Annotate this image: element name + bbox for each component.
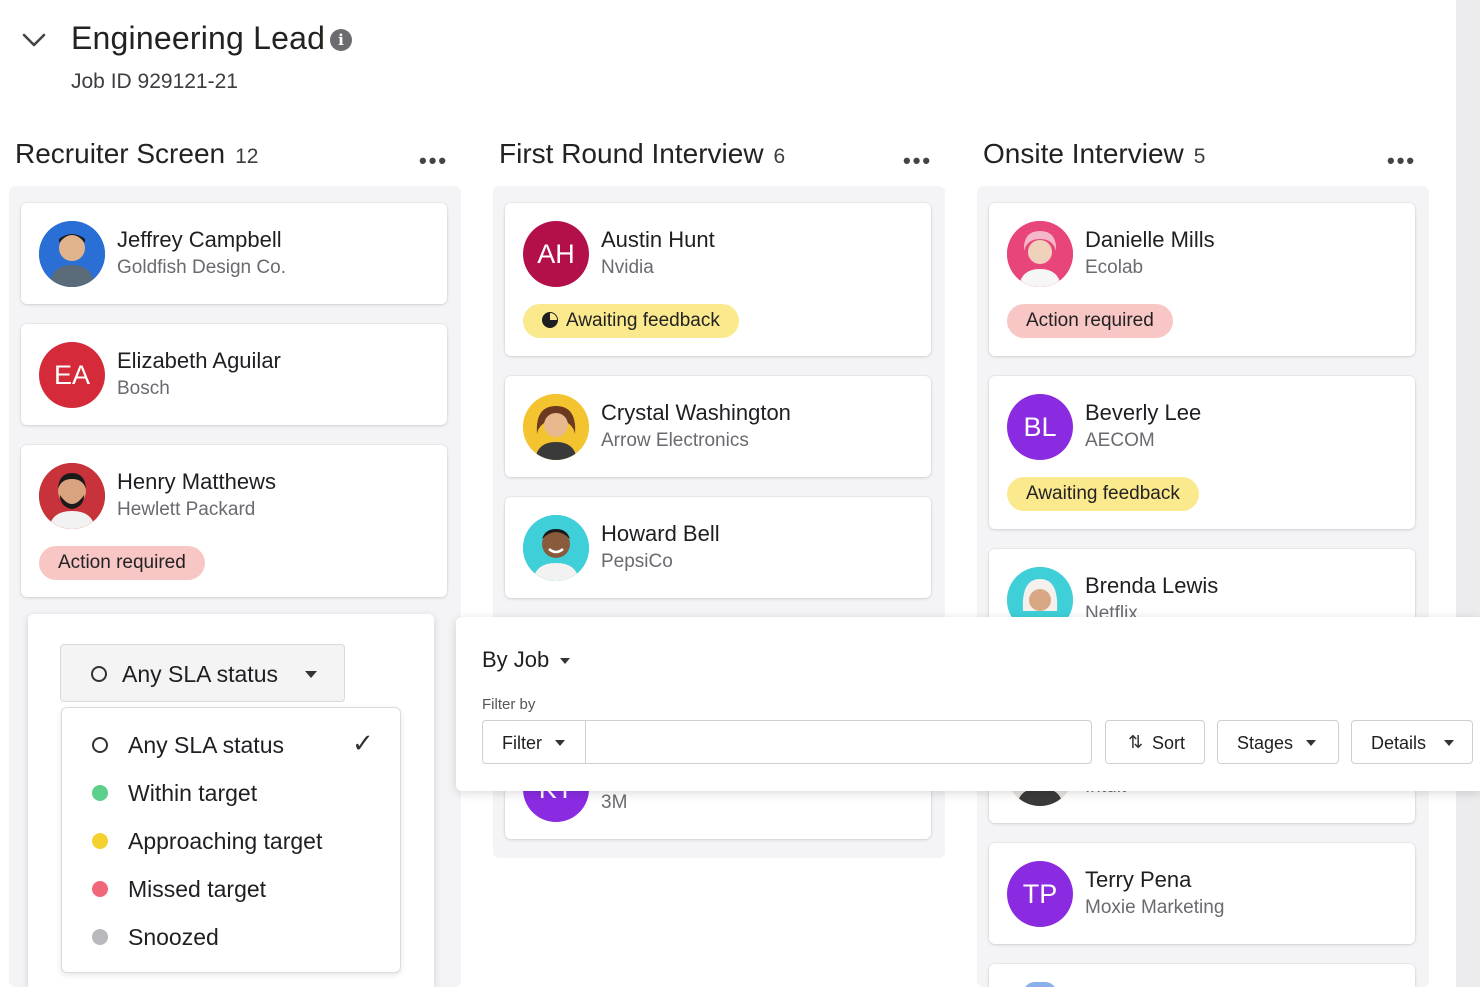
candidate-name: Brenda Lewis: [1085, 573, 1219, 598]
job-id: Job ID 929121-21: [71, 70, 238, 93]
person-photo-icon: [39, 221, 105, 287]
column-title: First Round Interview: [499, 138, 764, 169]
job-title: Engineering Lead: [71, 20, 326, 56]
sla-option-any[interactable]: Any SLA status ✓: [62, 724, 400, 764]
candidate-company: Nvidia: [601, 257, 654, 278]
caret-down-icon: [560, 658, 570, 664]
candidate-company: Hewlett Packard: [117, 499, 256, 520]
sla-status-dropdown[interactable]: Any SLA status: [60, 644, 345, 702]
sla-option-approaching-target[interactable]: Approaching target: [62, 820, 400, 860]
candidate-company: AECOM: [1085, 430, 1155, 451]
yellow-dot-icon: [92, 833, 108, 849]
person-photo-icon: [523, 394, 589, 460]
gray-dot-icon: [92, 929, 108, 945]
filter-toolbar: By Job Filter by Filter ⇅ Sort Stages De…: [456, 617, 1480, 791]
candidate-name: Crystal Washington: [601, 400, 791, 425]
caret-down-icon: [1444, 740, 1454, 746]
candidate-card[interactable]: TP Terry Pena Moxie Marketing: [989, 843, 1415, 944]
sla-option-snoozed[interactable]: Snoozed: [62, 916, 400, 956]
column-header-recruiter-screen: Recruiter Screen 12 •••: [15, 138, 455, 178]
candidate-name: Elizabeth Aguilar: [117, 348, 281, 373]
circle-outline-icon: [92, 737, 108, 753]
status-badge: Action required: [1007, 304, 1173, 338]
status-badge: Action required: [39, 546, 205, 580]
more-options-icon[interactable]: •••: [903, 148, 933, 173]
more-options-icon[interactable]: •••: [1387, 148, 1417, 173]
avatar: [39, 221, 105, 287]
candidate-company: Ecolab: [1085, 257, 1144, 278]
candidate-card[interactable]: Crystal Washington Arrow Electronics: [505, 376, 931, 477]
caret-down-icon: [555, 740, 565, 746]
caret-down-icon: [305, 671, 317, 678]
column-count: 5: [1193, 145, 1206, 168]
candidate-name: Terry Pena: [1085, 867, 1192, 892]
red-dot-icon: [92, 881, 108, 897]
candidate-company: Moxie Marketing: [1085, 897, 1225, 918]
candidate-card[interactable]: [989, 964, 1415, 987]
candidate-name: Austin Hunt: [601, 227, 715, 252]
candidate-card[interactable]: Howard Bell PepsiCo: [505, 497, 931, 598]
candidate-card[interactable]: AH Austin Hunt Nvidia Awaiting feedback: [505, 203, 931, 356]
filter-by-label: Filter by: [482, 696, 536, 713]
person-photo-icon: [1007, 221, 1073, 287]
avatar: [523, 394, 589, 460]
checkmark-icon: ✓: [352, 728, 374, 758]
candidate-name: Henry Matthews: [117, 469, 276, 494]
person-photo-icon: [523, 515, 589, 581]
candidate-card[interactable]: Danielle Mills Ecolab Action required: [989, 203, 1415, 356]
column-header-first-round: First Round Interview 6 •••: [499, 138, 939, 178]
status-badge: Awaiting feedback: [523, 304, 739, 338]
green-dot-icon: [92, 785, 108, 801]
scrollbar[interactable]: [1456, 0, 1480, 987]
avatar: AH: [523, 221, 589, 287]
details-button[interactable]: Details: [1351, 720, 1473, 764]
sla-status-menu: Any SLA status ✓ Within target Approachi…: [61, 707, 401, 973]
candidate-company: Goldfish Design Co.: [117, 257, 286, 278]
candidate-card[interactable]: EA Elizabeth Aguilar Bosch: [21, 324, 447, 425]
candidate-company: Arrow Electronics: [601, 430, 749, 451]
sla-selected-label: Any SLA status: [122, 661, 278, 687]
column-count: 6: [773, 145, 786, 168]
candidate-company: Bosch: [117, 378, 170, 399]
avatar: [523, 515, 589, 581]
group-by-dropdown[interactable]: By Job: [482, 647, 550, 672]
circle-outline-icon: [91, 666, 107, 682]
filter-search-input[interactable]: [585, 720, 1092, 764]
candidate-card[interactable]: Henry Matthews Hewlett Packard Action re…: [21, 445, 447, 597]
collapse-chevron-icon[interactable]: [22, 30, 46, 50]
sla-option-missed-target[interactable]: Missed target: [62, 868, 400, 908]
sla-option-within-target[interactable]: Within target: [62, 772, 400, 812]
candidate-card[interactable]: Brenda Lewis Netflix: [989, 549, 1415, 650]
sort-button[interactable]: ⇅ Sort: [1105, 720, 1205, 764]
candidate-card[interactable]: Jeffrey Campbell Goldfish Design Co.: [21, 203, 447, 304]
sort-arrows-icon: ⇅: [1128, 732, 1144, 752]
stages-button[interactable]: Stages: [1217, 720, 1339, 764]
progress-pie-icon: [542, 312, 558, 328]
caret-down-icon: [1306, 740, 1316, 746]
avatar: [1023, 982, 1057, 987]
candidate-name: Danielle Mills: [1085, 227, 1215, 252]
filter-button[interactable]: Filter: [482, 720, 586, 764]
more-options-icon[interactable]: •••: [419, 148, 449, 173]
column-header-onsite: Onsite Interview 5 •••: [983, 138, 1423, 178]
avatar: BL: [1007, 394, 1073, 460]
candidate-name: Howard Bell: [601, 521, 720, 546]
column-title: Recruiter Screen: [15, 138, 226, 169]
avatar: [39, 463, 105, 529]
sla-filter-panel: Any SLA status Any SLA status ✓ Within t…: [28, 614, 434, 987]
candidate-card[interactable]: BL Beverly Lee AECOM Awaiting feedback: [989, 376, 1415, 529]
candidate-name: Jeffrey Campbell: [117, 227, 282, 252]
status-badge: Awaiting feedback: [1007, 477, 1199, 511]
avatar: TP: [1007, 861, 1073, 927]
info-icon[interactable]: i: [330, 29, 352, 51]
avatar: [1007, 221, 1073, 287]
candidate-company: 3M: [601, 792, 628, 813]
person-photo-icon: [39, 463, 105, 529]
column-title: Onsite Interview: [983, 138, 1184, 169]
candidate-name: Beverly Lee: [1085, 400, 1202, 425]
avatar: EA: [39, 342, 105, 408]
column-count: 12: [235, 145, 259, 168]
candidate-company: PepsiCo: [601, 551, 673, 572]
